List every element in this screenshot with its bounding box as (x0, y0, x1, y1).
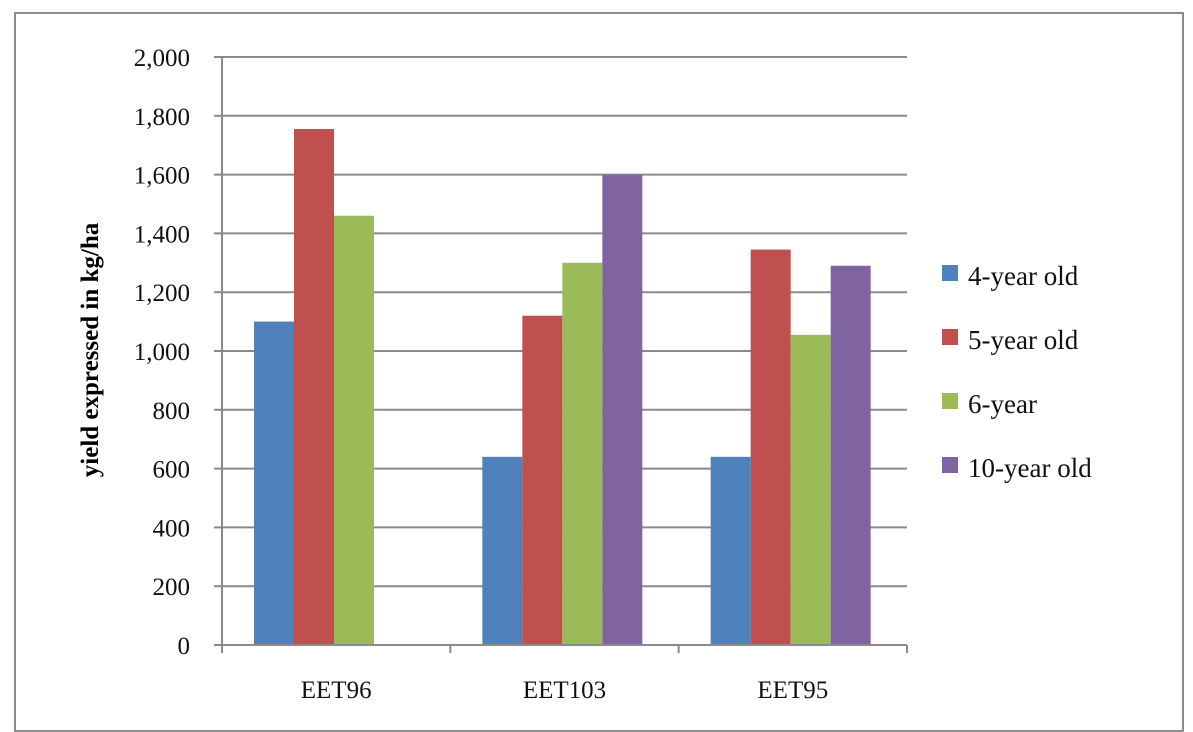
bar-eet95-series-3 (790, 334, 831, 645)
x-category-label: EET103 (523, 677, 606, 704)
y-tick-label: 0 (178, 633, 191, 660)
legend-label: 5-year old (968, 325, 1079, 355)
bar-eet95-series-1 (710, 456, 751, 645)
bar-eet96-series-3 (334, 215, 374, 645)
legend-swatch (942, 393, 958, 409)
bars (254, 129, 871, 645)
x-axis-category-labels: EET96 EET103 EET95 (301, 677, 828, 704)
bar-eet103-series-1 (482, 456, 523, 645)
legend-swatch (942, 457, 958, 473)
x-category-label: EET95 (757, 677, 828, 704)
y-tick-label: 800 (153, 398, 191, 425)
y-tick-label: 2,000 (134, 45, 190, 72)
bar-eet95-series-2 (750, 249, 791, 645)
bar-eet95-series-4 (830, 265, 871, 645)
y-tick-label: 200 (153, 574, 191, 601)
bar-eet96-series-1 (254, 321, 294, 645)
legend-swatch (942, 329, 958, 345)
legend: 4-year old 5-year old 6-year 10-year old (942, 261, 1092, 483)
bar-eet103-series-2 (522, 315, 563, 645)
legend-label: 6-year (968, 389, 1037, 419)
x-category-label: EET96 (301, 677, 372, 704)
legend-label: 4-year old (968, 261, 1079, 291)
bar-eet103-series-4 (602, 174, 643, 645)
y-tick-label: 1,200 (134, 280, 190, 307)
y-tick-label: 1,600 (134, 163, 190, 190)
y-tick-label: 400 (153, 515, 191, 542)
y-tick-label: 600 (153, 457, 191, 484)
bar-eet96-series-2 (294, 129, 334, 645)
y-tick-label: 1,800 (134, 104, 190, 131)
legend-swatch (942, 265, 958, 281)
y-axis-title: yield expressed in kg/ha (77, 222, 104, 477)
axes (214, 57, 908, 653)
y-tick-label: 1,400 (134, 221, 190, 248)
y-axis-tick-labels: 0 200 400 600 800 1,000 1,200 1,400 1,600 1,800 2,… (134, 45, 190, 660)
legend-label: 10-year old (968, 453, 1092, 483)
y-tick-label: 1,000 (134, 339, 190, 366)
bar-eet103-series-3 (562, 262, 603, 645)
